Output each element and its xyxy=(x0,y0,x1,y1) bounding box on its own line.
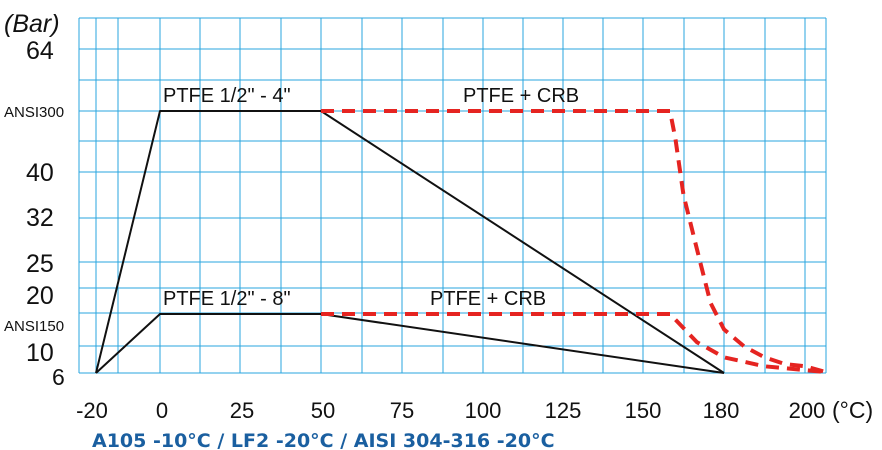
series-label: PTFE 1/2" - 8" xyxy=(163,288,291,310)
series-label: PTFE + CRB xyxy=(430,288,546,310)
x-tick-label: 100 xyxy=(465,398,502,423)
y-tick-label: 6 xyxy=(52,364,65,390)
y-tick-label: 25 xyxy=(26,250,54,278)
x-tick-label: 200 xyxy=(789,398,826,423)
y-tick-label: ANSI300 xyxy=(4,104,64,121)
chart-ticks: -20 0 25 50 75 100 125 150 180 200 64 ANSI300 40 32 25… xyxy=(4,37,825,423)
series-label: PTFE + CRB xyxy=(463,85,579,107)
x-tick-label: 180 xyxy=(703,398,740,423)
series-line-ptfe-2 xyxy=(95,313,725,374)
x-tick-label: -20 xyxy=(76,398,108,423)
y-axis-unit: (Bar) xyxy=(4,10,60,38)
y-tick-label: 64 xyxy=(26,37,54,65)
series-line-ptfe-crb-1 xyxy=(321,109,827,375)
x-tick-label: 125 xyxy=(545,398,582,423)
x-tick-label: 0 xyxy=(156,398,168,423)
y-tick-label: 40 xyxy=(26,159,54,187)
y-tick-label: ANSI150 xyxy=(4,318,64,335)
x-tick-label: 25 xyxy=(230,398,254,423)
series-line-ptfe-0 xyxy=(95,110,725,374)
x-tick-label: 150 xyxy=(625,398,662,423)
chart-series xyxy=(95,109,827,375)
chart-series-labels: PTFE 1/2" - 4" PTFE + CRB PTFE 1/2" - 8" PT… xyxy=(163,85,579,310)
x-tick-label: 50 xyxy=(311,398,335,423)
y-tick-label: 10 xyxy=(26,339,54,367)
y-tick-label: 20 xyxy=(26,282,54,310)
x-tick-label: 75 xyxy=(390,398,414,423)
y-tick-label: 32 xyxy=(26,204,54,232)
material-footnote: A105 -10°C / LF2 -20°C / AISI 304-316 -2… xyxy=(92,430,555,450)
x-axis-unit: (°C) xyxy=(832,397,873,423)
series-label: PTFE 1/2" - 4" xyxy=(163,85,291,107)
series-line-ptfe-crb-3 xyxy=(321,312,827,375)
